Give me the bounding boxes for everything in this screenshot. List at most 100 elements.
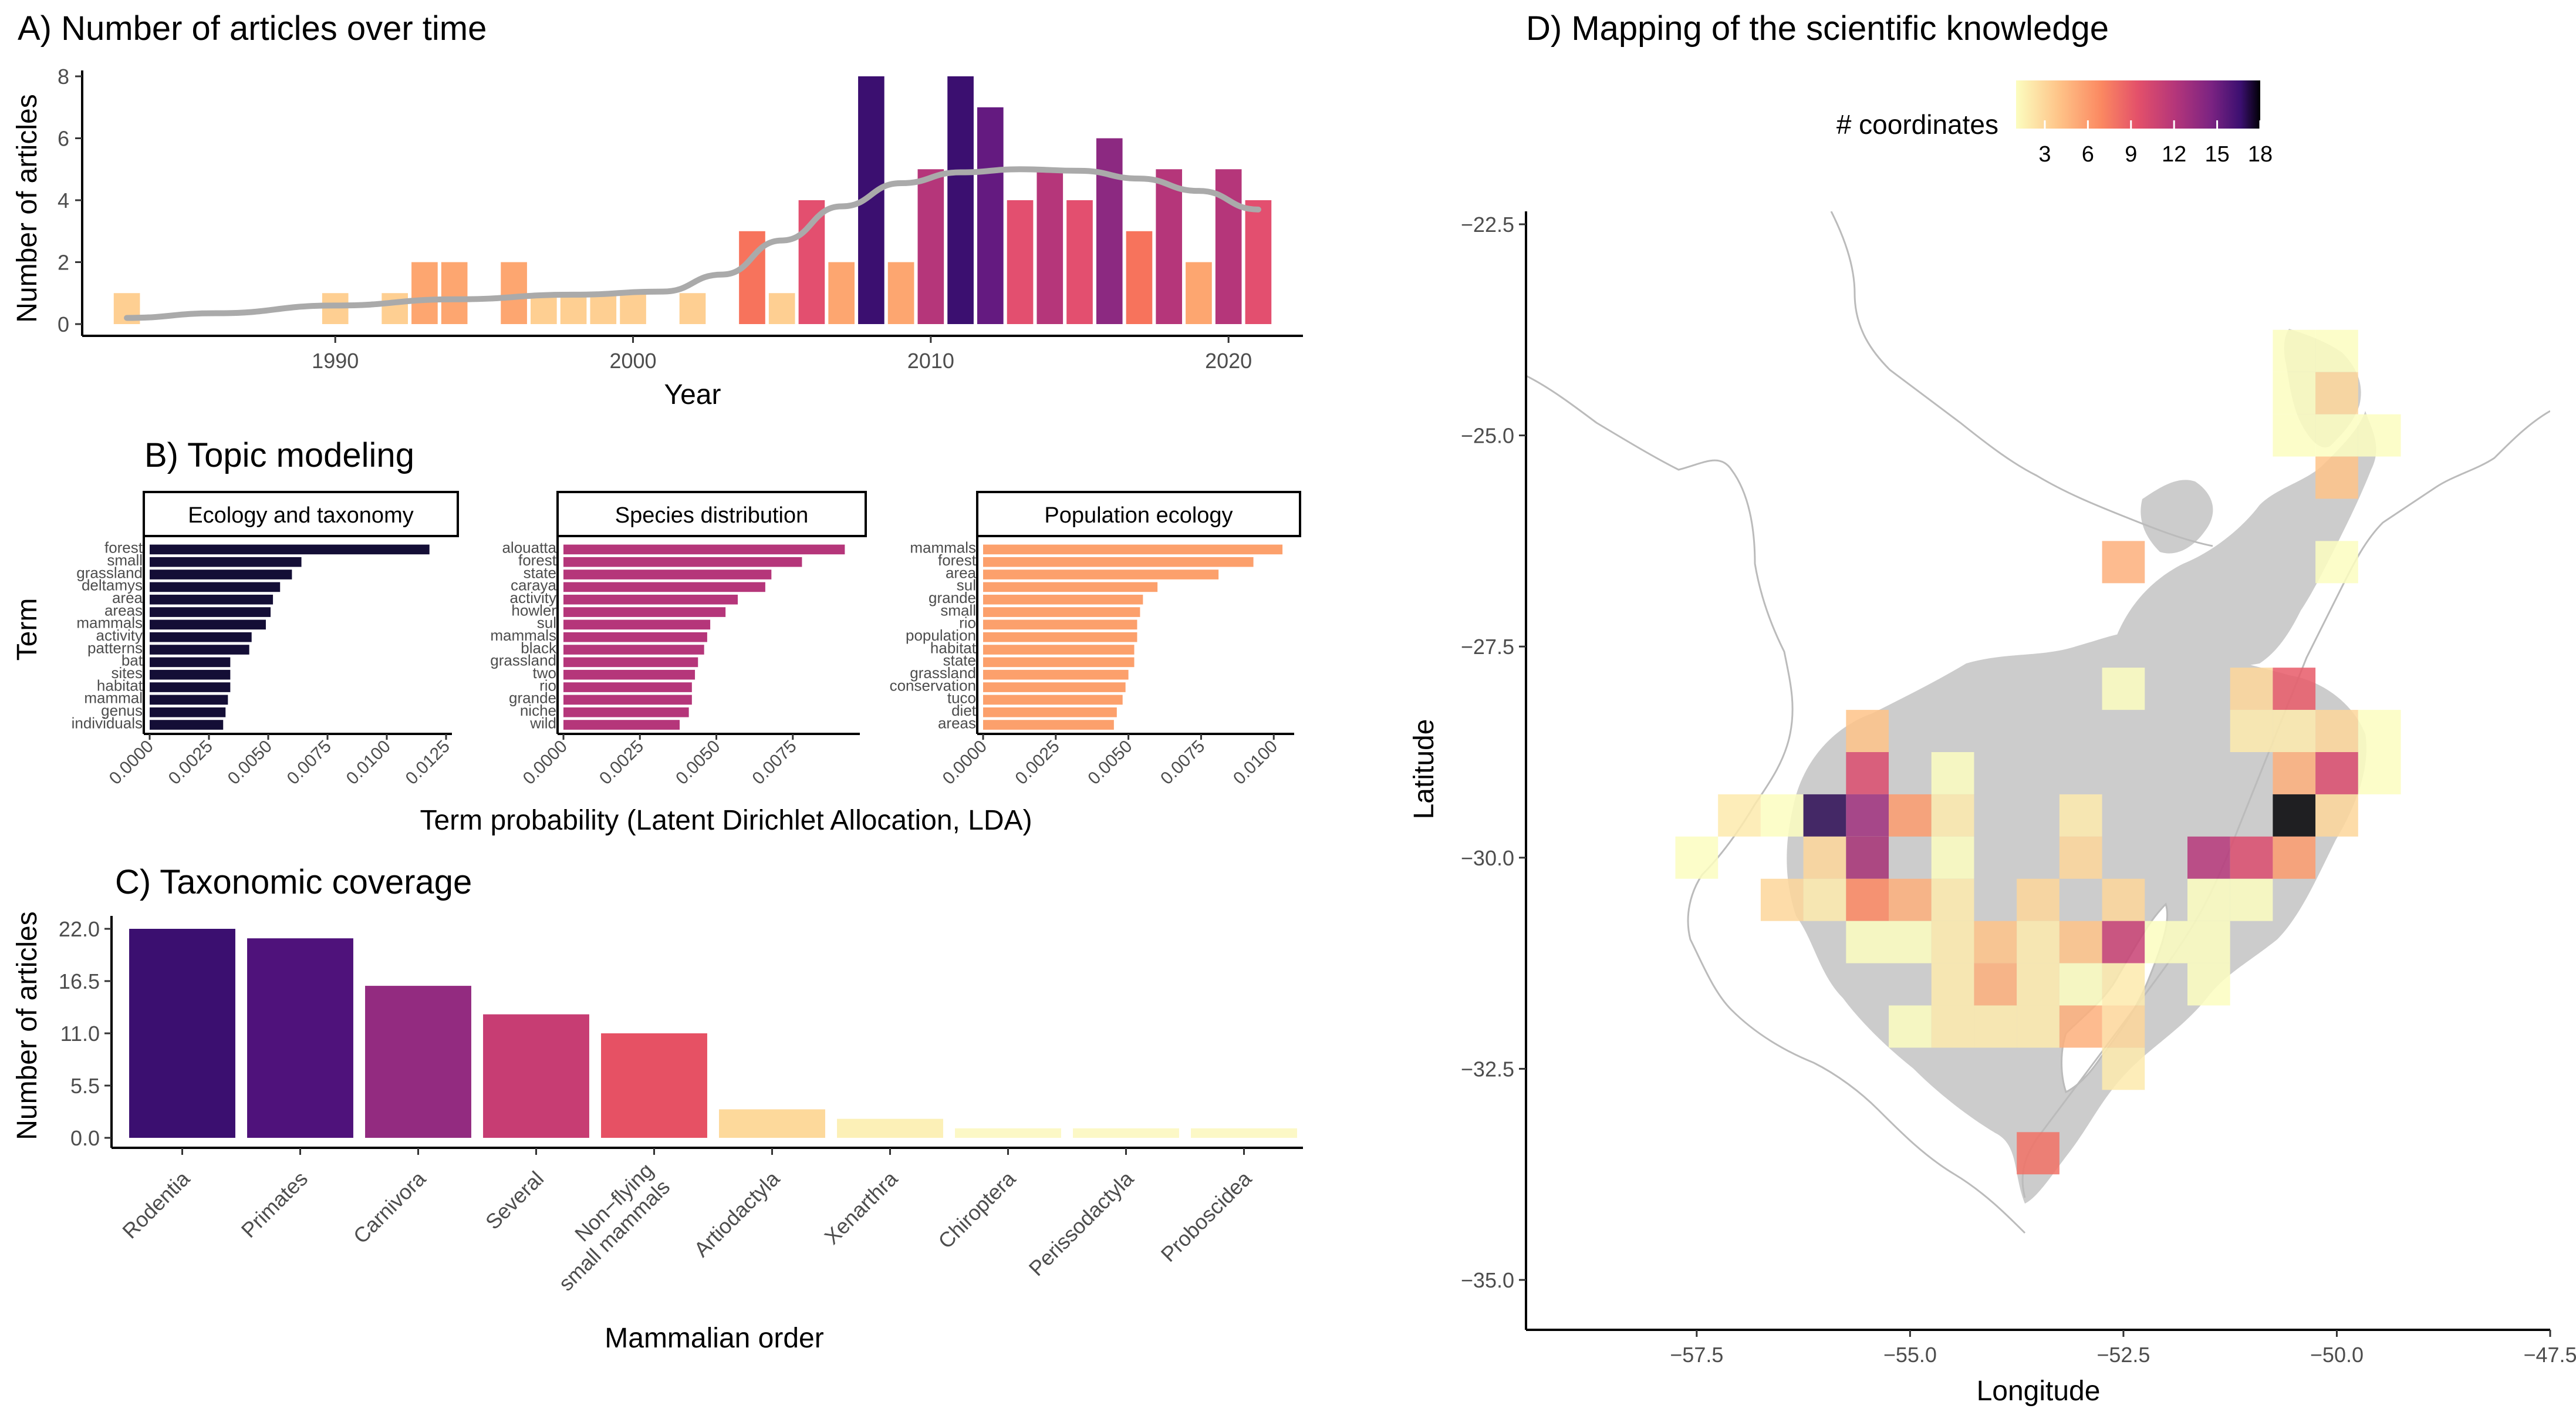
term-label: mammals: [490, 626, 556, 644]
term-label: genus: [101, 702, 143, 719]
heat-cell: [1931, 1005, 1974, 1048]
order-bar-3: [483, 1014, 589, 1138]
facet-x-tick-label: 0.0050: [672, 737, 724, 788]
heat-cell: [1760, 878, 1804, 921]
category-label: Proboscidea: [1156, 1166, 1257, 1266]
term-label: alouatta: [502, 539, 556, 557]
facet-1: Species distribution alouattaforeststatec…: [490, 491, 867, 788]
heat-cell: [2273, 668, 2316, 710]
facet-x-tick-label: 0.0025: [596, 737, 647, 788]
y-tick-label: 6: [58, 127, 69, 151]
panel-b-y-label: Term: [12, 598, 43, 661]
y-tick-label: 2: [58, 251, 69, 275]
facet-2: Population ecologymammalsforestareasulgr…: [890, 491, 1301, 788]
term-bar-activity: [563, 594, 738, 605]
panel-a-trend-line: [124, 166, 1261, 321]
facet-x-tick-label: 0.0075: [283, 737, 335, 788]
term-label: population: [906, 626, 976, 644]
term-label: state: [524, 564, 556, 581]
panel-d-x-label: Longitude: [1977, 1376, 2101, 1407]
heat-cell: [1931, 878, 1974, 921]
heat-cell: [2358, 752, 2401, 794]
facet-x-tick-label: 0.0050: [224, 737, 276, 788]
map-legend-ticks: 3 6 9 12 15 18: [2038, 120, 2273, 167]
order-bar-2: [365, 986, 471, 1138]
term-label: sul: [957, 577, 976, 594]
facet-x-tick-label: 0.0050: [1084, 737, 1136, 788]
state-area-shading-north: [2113, 411, 2376, 666]
heat-cell: [1889, 1005, 1932, 1048]
facet-strip: [143, 491, 459, 537]
term-bar-tuco: [983, 695, 1123, 705]
term-bar-mammals: [563, 632, 707, 642]
bar-year-2000: [620, 293, 646, 324]
term-label: tuco: [947, 689, 976, 707]
facet-0: Ecology and taxonomy forestsmallgrassland…: [72, 491, 459, 788]
term-bar-genus: [150, 707, 226, 717]
bar-year-2009: [887, 262, 914, 324]
term-label: mammal: [84, 689, 143, 707]
term-label: caraya: [511, 577, 557, 594]
facet-x-tick-label: 0.0000: [106, 737, 157, 788]
panel-d: D) Mapping of the scientific knowledge #…: [1409, 9, 2576, 1407]
heat-cell: [2187, 836, 2230, 879]
heat-cell: [1974, 963, 2017, 1006]
term-label: areas: [938, 714, 976, 732]
order-bar-0: [129, 929, 235, 1138]
bar-year-2018: [1156, 169, 1183, 324]
heat-cell: [1803, 794, 1846, 837]
facet-x-tick-label: 0.0075: [749, 737, 801, 788]
category-label: Artiodactyla: [689, 1166, 785, 1262]
heat-cell: [1931, 963, 1974, 1006]
panel-b-x-label: Term probability (Latent Dirichlet Alloc…: [420, 805, 1032, 836]
term-label: activity: [96, 626, 143, 644]
bar-year-2015: [1066, 200, 1093, 324]
category-label: Carnivora: [349, 1166, 431, 1248]
heat-cell: [1803, 878, 1846, 921]
panel-c-title: C) Taxonomic coverage: [115, 863, 472, 901]
bar-year-1996: [501, 262, 527, 324]
bar-year-2013: [1007, 200, 1034, 324]
term-label: sites: [112, 664, 143, 682]
panel-a-axes: 0 2 4 6 8 1990 2000 2010 2020: [58, 65, 1303, 373]
heat-cell: [2102, 963, 2145, 1006]
map-heat-cells: [1675, 329, 2401, 1175]
category-label: Rodentia: [117, 1166, 195, 1244]
heat-cell: [1675, 836, 1719, 879]
lon-tick-label: −55.0: [1883, 1343, 1937, 1367]
term-bar-niche: [563, 707, 689, 717]
heat-cell: [2230, 710, 2273, 752]
term-label: grande: [929, 589, 976, 606]
heat-cell: [1889, 794, 1932, 837]
heat-cell: [2102, 1047, 2145, 1090]
term-label: rio: [539, 676, 556, 694]
y-tick-label: 22.0: [59, 917, 100, 941]
heat-cell: [2102, 541, 2145, 584]
term-bar-wild: [563, 720, 680, 730]
heat-cell: [2273, 794, 2316, 837]
heat-cell: [2102, 668, 2145, 710]
term-bar-areas: [983, 720, 1114, 730]
term-bar-grassland: [983, 669, 1129, 680]
term-bar-small: [983, 607, 1140, 617]
panel-b-facets: Ecology and taxonomyforestsmallgrassland…: [72, 491, 1301, 788]
term-bar-two: [563, 669, 696, 680]
bar-year-1993: [411, 262, 438, 324]
facet-x-tick-label: 0.0100: [343, 737, 394, 788]
heat-cell: [2145, 921, 2187, 963]
map-legend-colorbar: [2016, 80, 2260, 129]
term-label: mammals: [76, 614, 143, 632]
term-label: state: [943, 652, 976, 669]
heat-cell: [2315, 794, 2358, 837]
facet-strip: [976, 491, 1301, 537]
term-label: area: [946, 564, 977, 581]
term-bar-forest: [563, 557, 802, 567]
panel-c-y-label: Number of articles: [12, 911, 43, 1140]
x-tick-label: 2000: [609, 349, 656, 373]
term-bar-sul: [983, 582, 1158, 592]
heat-cell: [2273, 710, 2316, 752]
term-bar-black: [563, 645, 704, 655]
category-label: Primates: [237, 1167, 312, 1242]
river-parana: [1830, 211, 2213, 547]
term-label: howler: [511, 601, 556, 619]
